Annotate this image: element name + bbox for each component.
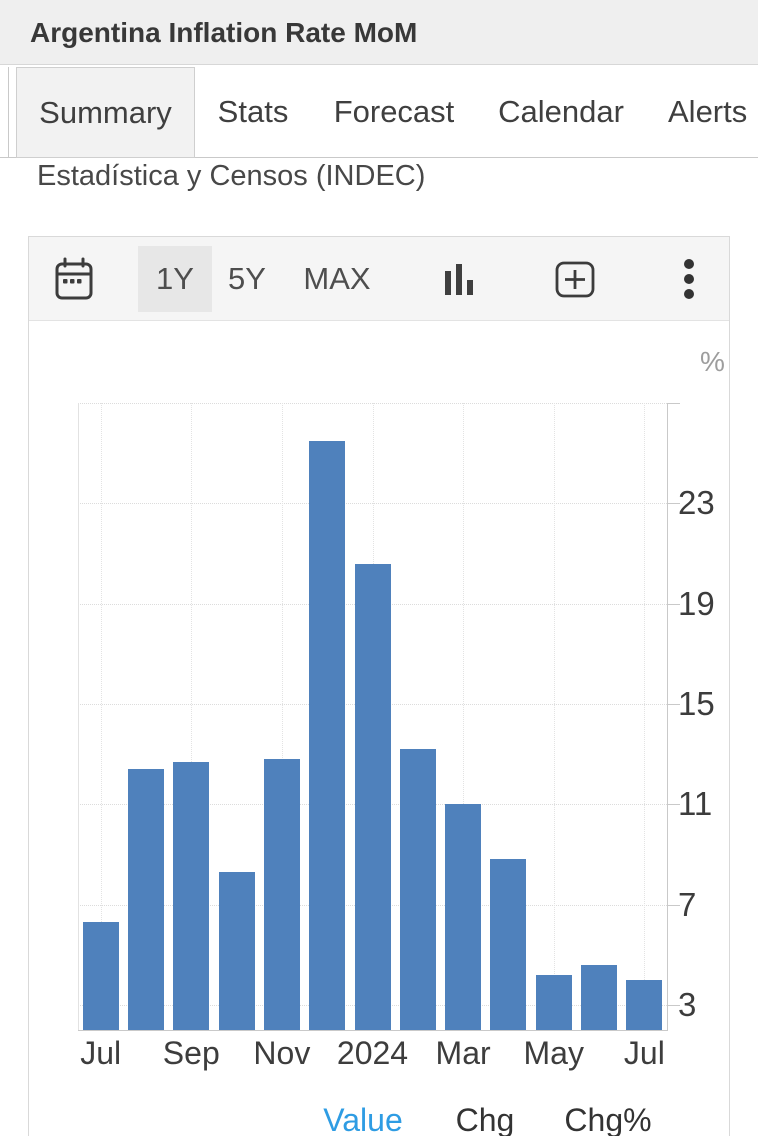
x-tick-label: 2024 — [336, 1035, 409, 1071]
tab-stats[interactable]: Stats — [217, 94, 289, 129]
kebab-dot — [684, 274, 694, 284]
tab-bar: Summary Stats Forecast Calendar Alerts — [0, 65, 758, 158]
kebab-dot — [684, 259, 694, 269]
bar-feb-2024[interactable] — [399, 749, 436, 1030]
range-button-5y[interactable]: 5Y — [228, 261, 266, 296]
bar-oct-2023[interactable] — [218, 871, 255, 1030]
bar-jul-2023[interactable] — [82, 922, 119, 1030]
chart-card: 1Y 5Y MAX % 23 19 15 11 7 3 Jul Sep Nov 2024 Mar May J… — [28, 236, 730, 1136]
app-header: Argentina Inflation Rate MoM — [0, 0, 758, 65]
column-chart-type-icon[interactable] — [445, 264, 473, 295]
calendar-icon[interactable] — [54, 256, 94, 307]
range-button-max[interactable]: MAX — [303, 261, 371, 296]
column-chart-bar — [467, 280, 473, 295]
add-to-chart-icon[interactable] — [555, 261, 595, 303]
y-tick-label: 23 — [678, 484, 715, 522]
bar-jan-2024[interactable] — [354, 563, 391, 1030]
tab-calendar[interactable]: Calendar — [498, 94, 624, 129]
kebab-dot — [684, 289, 694, 299]
y-tick-label: 7 — [678, 885, 697, 923]
y-axis-tick — [667, 703, 680, 705]
x-tick-label: Mar — [435, 1035, 491, 1071]
y-axis-tick — [667, 403, 680, 404]
page-title: Argentina Inflation Rate MoM — [30, 17, 418, 48]
bar-jul-2024[interactable] — [626, 979, 663, 1030]
legend-chg-pct[interactable]: Chg% — [564, 1102, 652, 1136]
y-tick-label: 11 — [678, 785, 713, 823]
v-gridline — [463, 403, 465, 1030]
range-button-1y[interactable]: 1Y — [138, 246, 212, 312]
y-axis-tick — [667, 603, 680, 605]
x-axis-line — [78, 1030, 668, 1031]
v-gridline — [100, 403, 102, 1030]
x-tick-label: Sep — [162, 1035, 220, 1071]
plot-left-border — [78, 403, 79, 1030]
bar-dec-2023[interactable] — [309, 440, 346, 1030]
column-chart-bar — [445, 271, 451, 295]
x-tick-label: Jul — [623, 1035, 665, 1071]
x-tick-label: Nov — [253, 1035, 311, 1071]
bar-mar-2024[interactable] — [445, 804, 482, 1030]
bar-apr-2024[interactable] — [490, 859, 527, 1030]
chart-plot-area: % 23 19 15 11 7 3 Jul Sep Nov 2024 Mar May Jul Value C… — [29, 322, 729, 1136]
tab-divider — [8, 67, 9, 158]
y-axis-unit-label: % — [700, 346, 725, 377]
source-attribution: Estadística y Censos (INDEC) — [37, 160, 426, 192]
y-tick-label: 19 — [678, 584, 715, 622]
x-tick-label: May — [523, 1035, 584, 1071]
bar-jun-2024[interactable] — [581, 964, 618, 1030]
bar-nov-2023[interactable] — [263, 759, 300, 1030]
y-axis-line — [667, 403, 668, 1030]
y-axis-tick — [667, 804, 680, 806]
y-axis-tick — [667, 503, 680, 505]
v-gridline — [281, 403, 283, 1030]
legend-value[interactable]: Value — [323, 1102, 403, 1136]
y-tick-label: 3 — [678, 985, 697, 1023]
v-gridline — [644, 403, 646, 1030]
y-axis-tick — [667, 1004, 680, 1006]
bar-may-2024[interactable] — [535, 974, 572, 1030]
kebab-menu-icon[interactable] — [684, 259, 694, 299]
v-gridline — [191, 403, 193, 1030]
x-tick-label: Jul — [80, 1035, 122, 1071]
bar-sep-2023[interactable] — [173, 761, 210, 1030]
y-tick-label: 15 — [678, 684, 715, 722]
chart-toolbar: 1Y 5Y MAX — [29, 237, 729, 321]
bar-aug-2023[interactable] — [127, 769, 164, 1030]
column-chart-bar — [456, 264, 462, 295]
y-axis-tick — [667, 904, 680, 906]
tab-alerts[interactable]: Alerts — [668, 94, 748, 129]
v-gridline — [553, 403, 555, 1030]
legend-chg[interactable]: Chg — [455, 1102, 515, 1136]
tab-summary[interactable]: Summary — [16, 67, 195, 158]
tab-forecast[interactable]: Forecast — [333, 94, 455, 129]
